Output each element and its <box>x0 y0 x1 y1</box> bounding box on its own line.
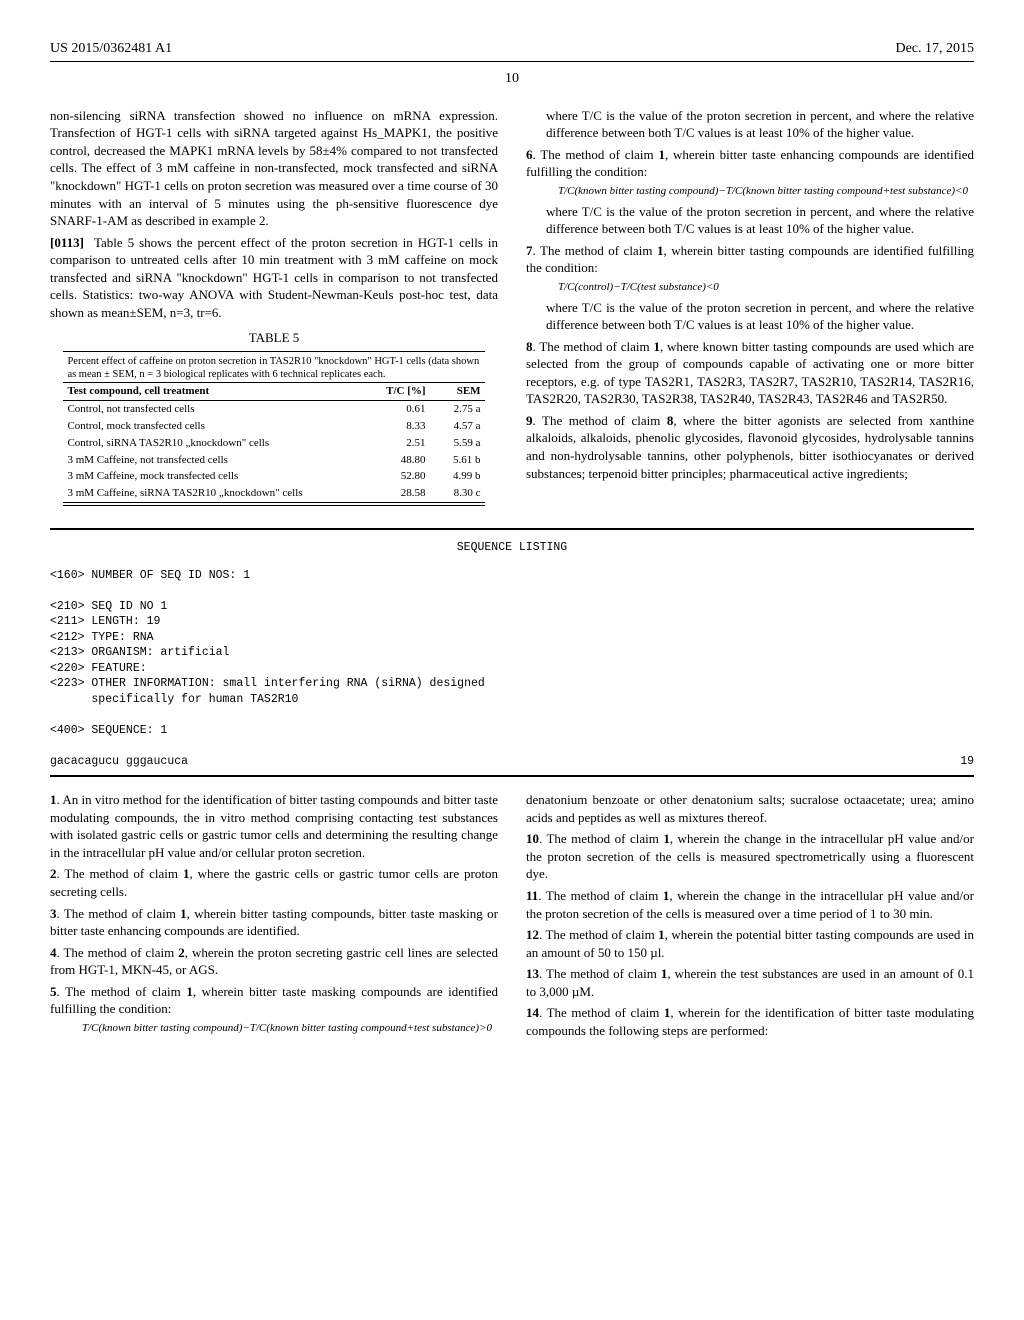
claim5-formula: T/C(known bitter tasting compound)−T/C(k… <box>82 1022 498 1036</box>
seq-title: SEQUENCE LISTING <box>50 540 974 556</box>
claim6-formula: T/C(known bitter tasting compound)−T/C(k… <box>558 185 974 199</box>
claim7-tail: where T/C is the value of the proton sec… <box>546 299 974 334</box>
seq-line: <212> TYPE: RNA <box>50 630 974 646</box>
claim-5: 5. The method of claim 1, wherein bitter… <box>50 983 498 1018</box>
publication-number: US 2015/0362481 A1 <box>50 40 172 59</box>
table-cell: 48.80 <box>361 452 429 469</box>
claim-11: 11. The method of claim 1, wherein the c… <box>526 887 974 922</box>
table-cell: 5.59 a <box>430 435 485 452</box>
claim-3: 3. The method of claim 1, wherein bitter… <box>50 905 498 940</box>
table-cell: Control, mock transfected cells <box>63 418 361 435</box>
table-cell: 3 mM Caffeine, siRNA TAS2R10 „knockdown"… <box>63 485 361 502</box>
table-cell: 8.33 <box>361 418 429 435</box>
table5-title: TABLE 5 <box>50 329 498 347</box>
para-text: Table 5 shows the percent effect of the … <box>50 235 498 320</box>
seq-line: <400> SEQUENCE: 1 <box>50 723 974 739</box>
seq-line: <210> SEQ ID NO 1 <box>50 599 974 615</box>
claim-14: 14. The method of claim 1, wherein for t… <box>526 1004 974 1039</box>
table-cell: 3 mM Caffeine, not transfected cells <box>63 452 361 469</box>
seq-line: <211> LENGTH: 19 <box>50 614 974 630</box>
table-cell: 28.58 <box>361 485 429 502</box>
page-header: US 2015/0362481 A1 Dec. 17, 2015 <box>50 40 974 62</box>
table5-col1: T/C [%] <box>361 383 429 401</box>
seq-line: <160> NUMBER OF SEQ ID NOS: 1 <box>50 568 974 584</box>
table5-col2: SEM <box>430 383 485 401</box>
claim-2: 2. The method of claim 1, where the gast… <box>50 865 498 900</box>
claim-13: 13. The method of claim 1, wherein the t… <box>526 965 974 1000</box>
table-cell: 8.30 c <box>430 485 485 502</box>
lower-columns: 1. An in vitro method for the identifica… <box>50 791 974 1043</box>
lower-right-column: denatonium benzoate or other denatonium … <box>526 791 974 1043</box>
paragraph-continuation: non-silencing siRNA transfection showed … <box>50 107 498 230</box>
table-cell: Control, siRNA TAS2R10 „knockdown" cells <box>63 435 361 452</box>
table-cell: 3 mM Caffeine, mock transfected cells <box>63 468 361 485</box>
seq-line: specifically for human TAS2R10 <box>50 692 974 708</box>
table5: Percent effect of caffeine on proton sec… <box>63 351 484 506</box>
claim-4: 4. The method of claim 2, wherein the pr… <box>50 944 498 979</box>
claim-10: 10. The method of claim 1, wherein the c… <box>526 830 974 883</box>
claim5-tail: where T/C is the value of the proton sec… <box>546 107 974 142</box>
table-cell: 5.61 b <box>430 452 485 469</box>
seq-length: 19 <box>960 754 974 770</box>
upper-columns: non-silencing siRNA transfection showed … <box>50 107 974 516</box>
para-label: [0113] <box>50 235 84 250</box>
sequence-listing: SEQUENCE LISTING <160> NUMBER OF SEQ ID … <box>50 528 974 777</box>
table5-col0: Test compound, cell treatment <box>63 383 361 401</box>
table-cell: 4.57 a <box>430 418 485 435</box>
table-cell: 52.80 <box>361 468 429 485</box>
claim-12: 12. The method of claim 1, wherein the p… <box>526 926 974 961</box>
claim-1: 1. An in vitro method for the identifica… <box>50 791 498 861</box>
table-cell: 2.51 <box>361 435 429 452</box>
table-cell: 2.75 a <box>430 400 485 417</box>
seq-line: <223> OTHER INFORMATION: small interferi… <box>50 676 974 692</box>
table-cell: Control, not transfected cells <box>63 400 361 417</box>
claim6-tail: where T/C is the value of the proton sec… <box>546 203 974 238</box>
left-column: non-silencing siRNA transfection showed … <box>50 107 498 516</box>
claim-8: 8. The method of claim 1, where known bi… <box>526 338 974 408</box>
seq-line: <220> FEATURE: <box>50 661 974 677</box>
seq-line: <213> ORGANISM: artificial <box>50 645 974 661</box>
claim-6: 66. The method of claim 1, wherein bitte… <box>526 146 974 181</box>
table-cell: 4.99 b <box>430 468 485 485</box>
paragraph-0113: [0113] Table 5 shows the percent effect … <box>50 234 498 322</box>
claim-7: 7. The method of claim 1, wherein bitter… <box>526 242 974 277</box>
seq-sequence: gacacagucu gggaucuca <box>50 754 188 770</box>
table5-caption: Percent effect of caffeine on proton sec… <box>63 354 484 383</box>
right-column: where T/C is the value of the proton sec… <box>526 107 974 516</box>
page-number: 10 <box>50 70 974 89</box>
claim7-formula: T/C(control)−T/C(test substance)<0 <box>558 281 974 295</box>
claim-9: 9. The method of claim 8, where the bitt… <box>526 412 974 482</box>
lower-left-column: 1. An in vitro method for the identifica… <box>50 791 498 1043</box>
claim-9-cont: denatonium benzoate or other denatonium … <box>526 791 974 826</box>
publication-date: Dec. 17, 2015 <box>895 40 974 59</box>
table-cell: 0.61 <box>361 400 429 417</box>
